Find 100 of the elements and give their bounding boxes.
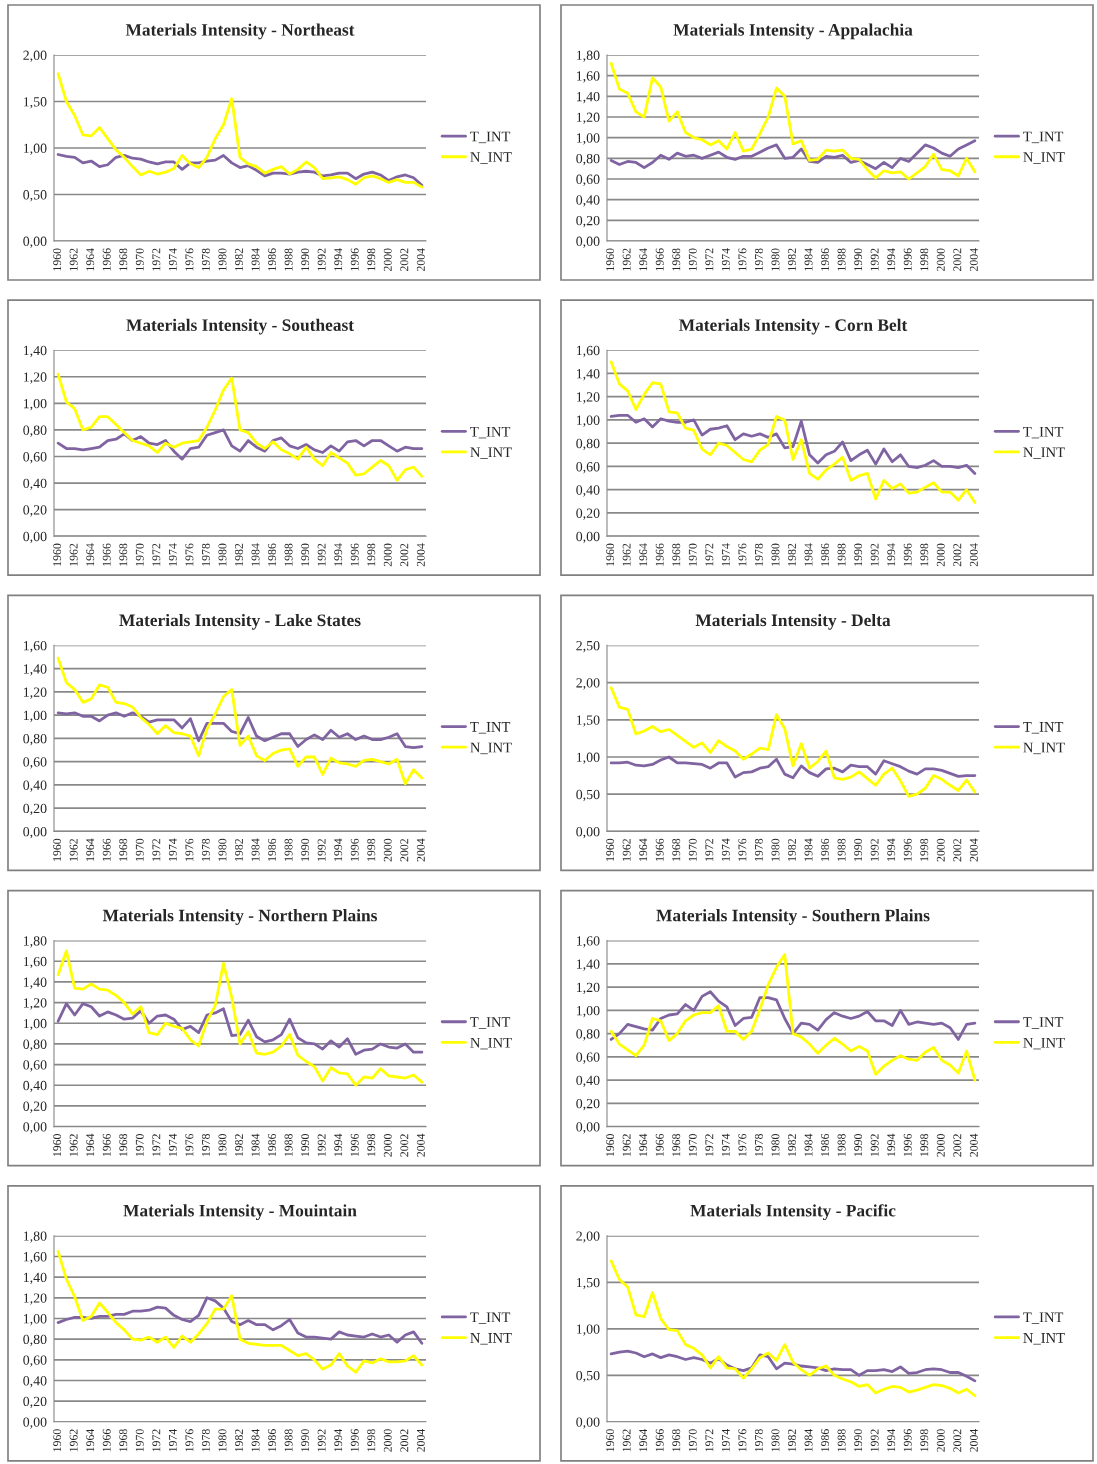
- x-tick-label: 1988: [284, 543, 293, 566]
- y-tick-label: 1,80: [23, 1231, 47, 1243]
- legend-label: T_INT: [1023, 1312, 1064, 1324]
- x-tick-label: 2004: [969, 1428, 978, 1452]
- x-tick-label: 1966: [655, 248, 664, 271]
- legend-label: N_INT: [1023, 1037, 1065, 1050]
- legend-label: T_INT: [470, 426, 511, 439]
- x-tick-label: 1988: [284, 1133, 293, 1157]
- y-tick-label: 1,20: [576, 112, 600, 124]
- x-tick-label: 1964: [639, 1133, 648, 1157]
- x-tick-label: 1988: [837, 543, 846, 566]
- y-tick-label: 1,50: [23, 97, 47, 109]
- x-tick-label: 2002: [953, 543, 962, 567]
- x-tick-label: 1998: [367, 1429, 376, 1452]
- x-tick-label: 1980: [771, 838, 780, 861]
- x-tick-label: 1966: [102, 543, 111, 566]
- x-tick-label: 1970: [688, 1133, 697, 1157]
- x-tick-label: 1980: [771, 1133, 780, 1157]
- x-tick-label: 1992: [870, 1134, 879, 1157]
- x-tick-label: 1974: [721, 543, 730, 566]
- y-tick-label: 1,00: [576, 1324, 600, 1336]
- x-tick-label: 1960: [606, 248, 615, 271]
- y-tick-label: 0,60: [23, 1355, 47, 1367]
- x-tick-label: 1986: [268, 543, 277, 566]
- x-tick-label: 1978: [201, 1133, 210, 1157]
- x-tick-label: 1976: [185, 248, 194, 271]
- x-tick-label: 1990: [854, 1429, 863, 1452]
- x-tick-label: 1992: [870, 839, 879, 861]
- x-tick-label: 1972: [705, 839, 714, 861]
- y-tick-label: 0,60: [576, 462, 600, 474]
- line-series: [56, 1002, 424, 1056]
- x-tick-label: 1992: [317, 543, 326, 566]
- y-tick-label: 0,00: [23, 236, 47, 248]
- y-tick-label: 0,00: [23, 531, 47, 544]
- legend-label: N_INT: [470, 447, 512, 459]
- x-tick-label: 1960: [606, 543, 615, 566]
- legend-label: N_INT: [470, 1333, 512, 1345]
- x-tick-label: 1982: [787, 839, 796, 861]
- y-tick-label: 0,60: [23, 452, 47, 464]
- x-tick-label: 1974: [721, 1133, 730, 1157]
- y-tick-label: 0,20: [23, 1396, 47, 1409]
- x-tick-label: 1984: [251, 1428, 260, 1452]
- x-tick-label: 1986: [268, 1429, 277, 1452]
- line-series: [56, 656, 424, 786]
- x-tick-label: 1996: [350, 838, 359, 861]
- x-tick-label: 1984: [251, 838, 260, 861]
- y-tick-label: 0,80: [576, 438, 600, 451]
- chart-title: Materials Intensity - Appalachia: [673, 23, 913, 40]
- x-tick-label: 1974: [721, 1428, 730, 1452]
- x-tick-label: 1960: [53, 1133, 62, 1157]
- x-tick-label: 2004: [416, 248, 425, 272]
- x-tick-label: 1996: [903, 838, 912, 861]
- x-tick-label: 1998: [367, 1133, 376, 1157]
- x-tick-label: 1996: [350, 1429, 359, 1452]
- x-tick-label: 2000: [383, 1133, 392, 1157]
- x-tick-label: 1996: [903, 1133, 912, 1157]
- x-tick-label: 1994: [334, 1428, 343, 1452]
- chart-title: Materials Intensity - Delta: [695, 613, 891, 630]
- chart-title: Materials Intensity - Lake States: [119, 613, 361, 630]
- x-tick-label: 1966: [655, 838, 664, 861]
- y-tick-label: 0,40: [576, 195, 600, 207]
- y-tick-label: 0,40: [23, 1080, 47, 1093]
- x-tick-label: 2000: [936, 248, 945, 272]
- x-tick-label: 1986: [821, 543, 830, 566]
- y-tick-label: 1,00: [23, 143, 47, 155]
- x-tick-label: 1964: [639, 1428, 648, 1452]
- y-tick-label: 1,20: [576, 982, 600, 995]
- x-tick-label: 1964: [639, 543, 648, 566]
- y-tick-label: 0,60: [576, 174, 600, 186]
- x-tick-label: 1982: [787, 1429, 796, 1452]
- y-tick-label: 2,50: [576, 640, 600, 653]
- x-tick-label: 1988: [837, 838, 846, 861]
- x-tick-label: 2000: [383, 838, 392, 862]
- x-tick-label: 1980: [218, 248, 227, 271]
- x-tick-label: 1976: [185, 838, 194, 861]
- y-tick-label: 0,40: [23, 1376, 47, 1388]
- x-tick-label: 1978: [754, 1133, 763, 1157]
- x-tick-label: 1960: [53, 1429, 62, 1452]
- x-tick-label: 2004: [969, 248, 978, 272]
- x-tick-label: 1970: [135, 1133, 144, 1157]
- x-tick-label: 1994: [887, 838, 896, 861]
- y-tick-label: 0,50: [23, 190, 47, 202]
- x-tick-label: 1980: [771, 248, 780, 271]
- y-tick-label: 1,20: [23, 998, 47, 1010]
- x-tick-label: 1980: [218, 1429, 227, 1452]
- y-tick-label: 1,40: [576, 369, 600, 381]
- chart-title: Materials Intensity - Northern Plains: [102, 909, 377, 925]
- x-tick-label: 1986: [268, 838, 277, 861]
- x-tick-label: 1978: [201, 838, 210, 861]
- x-tick-label: 1980: [771, 1429, 780, 1452]
- x-tick-label: 1962: [622, 248, 631, 271]
- y-tick-label: 1,40: [23, 664, 47, 676]
- legend-label: T_INT: [470, 1312, 511, 1324]
- y-tick-label: 1,50: [576, 1277, 600, 1290]
- x-tick-label: 1998: [920, 1133, 929, 1157]
- x-tick-label: 1978: [201, 543, 210, 566]
- x-tick-label: 1970: [135, 543, 144, 566]
- y-tick-label: 0,60: [23, 1060, 47, 1072]
- x-tick-label: 1976: [738, 248, 747, 271]
- x-tick-label: 1998: [920, 248, 929, 271]
